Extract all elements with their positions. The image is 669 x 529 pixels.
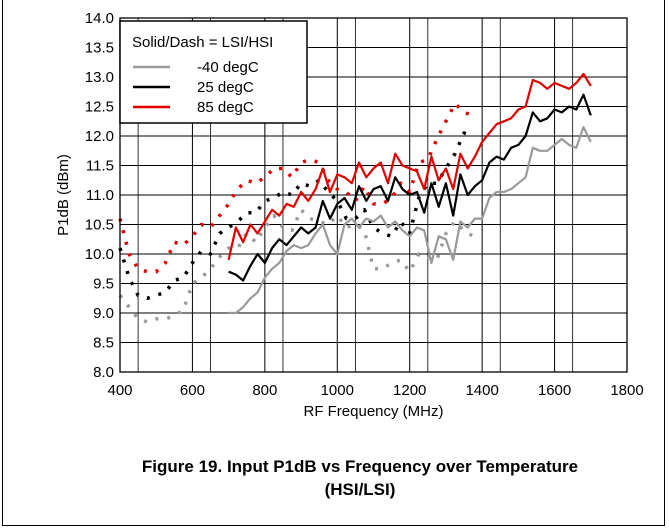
- y-tick-label: 10.0: [85, 246, 114, 263]
- legend-entry: 25 degC: [197, 79, 254, 96]
- x-tick-label: 400: [107, 382, 132, 399]
- y-tick-label: 8.5: [93, 335, 114, 352]
- series-line: [118, 101, 474, 274]
- x-axis-label: RF Frequency (MHz): [303, 403, 443, 420]
- y-tick-label: 9.5: [93, 276, 114, 293]
- y-tick-label: 13.5: [85, 40, 114, 57]
- y-tick-label: 9.0: [93, 305, 114, 322]
- y-tick-label: 10.5: [85, 217, 114, 234]
- series-line: [228, 93, 592, 282]
- figure-caption: Figure 19. Input P1dB vs Frequency over …: [60, 455, 660, 501]
- series-line: [228, 125, 592, 315]
- legend-box: [119, 20, 308, 124]
- y-tick-label: 13.0: [85, 69, 114, 86]
- x-tick-label: 600: [180, 382, 205, 399]
- series-line: [227, 72, 592, 261]
- x-tick-label: 1800: [610, 382, 643, 399]
- series-line: [118, 208, 475, 324]
- y-tick-label: 14.0: [85, 10, 114, 27]
- x-tick-label: 1600: [538, 382, 571, 399]
- legend-entry: 85 degC: [197, 99, 254, 116]
- y-tick-label: 12.0: [85, 128, 114, 145]
- caption-line-2: (HSI/LSI): [324, 480, 396, 499]
- p1db-chart: 400 600 800 1000 1200 1400 1600 1800 8.0 8.5 9.0 9.…: [55, 10, 644, 420]
- legend-entry: -40 degC: [197, 59, 259, 76]
- y-tick-label: 12.5: [85, 99, 114, 116]
- y-axis-label: P1dB (dBm): [55, 154, 72, 236]
- y-tick-label: 11.0: [86, 187, 114, 204]
- caption-line-1: Figure 19. Input P1dB vs Frequency over …: [141, 457, 579, 476]
- x-tick-label: 1400: [465, 382, 498, 399]
- x-tick-label: 800: [252, 382, 277, 399]
- y-tick-label: 8.0: [93, 364, 114, 381]
- x-tick-label: 1000: [321, 382, 354, 399]
- y-tick-label: 11.5: [86, 158, 114, 175]
- legend-title: Solid/Dash = LSI/HSI: [132, 34, 273, 51]
- x-tick-label: 1200: [393, 382, 426, 399]
- plot-border: [119, 17, 628, 373]
